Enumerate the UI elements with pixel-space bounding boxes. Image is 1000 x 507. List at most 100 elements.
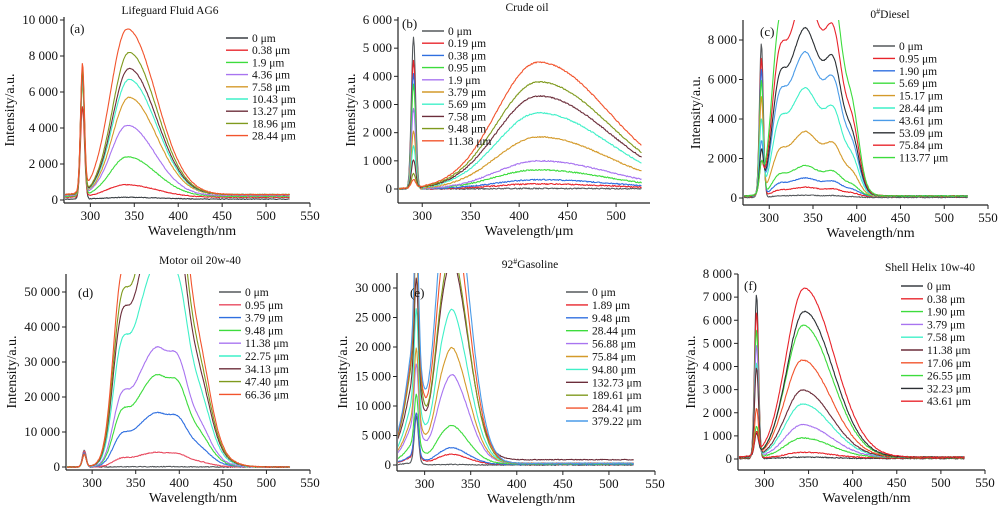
legend-entry: 94.80 μm — [592, 364, 636, 376]
x-tick-label: 350 — [799, 475, 819, 490]
panel-label: (f) — [744, 278, 757, 293]
series-line-e-7 — [398, 273, 634, 461]
y-tick-label: 6 000 — [363, 12, 392, 27]
series-group — [744, 20, 969, 199]
y-axis-label: Intensity/a.u. — [689, 76, 704, 149]
series-line-b-7 — [399, 95, 642, 190]
legend-entry: 0.38 μm — [448, 50, 486, 62]
x-tick-label: 400 — [843, 475, 863, 490]
legend-entry: 17.06 μm — [927, 358, 971, 370]
y-tick-label: 20 000 — [24, 389, 60, 404]
x-tick-label: 550 — [975, 475, 995, 490]
series-group — [739, 287, 965, 460]
series-group — [398, 273, 634, 466]
legend-entry: 26.55 μm — [927, 371, 971, 383]
legend: 0 μm0.19 μm0.38 μm0.95 μm1.9 μm3.79 μm5.… — [422, 26, 491, 148]
series-line-a-2 — [65, 83, 290, 198]
x-tick-label: 300 — [760, 210, 780, 225]
panel-label: (b) — [402, 16, 417, 31]
y-tick-label: 50 000 — [24, 284, 60, 299]
legend-entry: 7.58 μm — [252, 82, 290, 94]
legend-entry: 53.09 μm — [899, 128, 943, 140]
y-tick-label: 5 000 — [363, 40, 392, 55]
y-tick-label: 6 000 — [29, 84, 58, 99]
y-tick-label: 20 000 — [355, 339, 391, 354]
legend-entry: 75.84 μm — [899, 140, 943, 152]
legend-entry: 3.79 μm — [927, 319, 965, 331]
y-tick-label: 10 000 — [24, 424, 60, 439]
series-group — [65, 28, 290, 200]
series-line-a-0 — [65, 71, 290, 200]
series-line-b-3 — [399, 83, 642, 190]
y-axis-label: Intensity/a.u. — [5, 335, 20, 408]
chart-title: Shell Helix 10w-40 — [885, 262, 975, 274]
y-axis-label: Intensity/a.u. — [336, 335, 351, 408]
series-line-b-8 — [399, 81, 642, 190]
legend-entry: 1.9 μm — [448, 75, 480, 87]
legend-entry: 379.22 μm — [592, 416, 642, 428]
legend-entry: 0 μm — [927, 281, 951, 293]
legend-entry: 43.61 μm — [927, 396, 971, 408]
x-tick-label: 300 — [755, 475, 775, 490]
x-tick-label: 300 — [412, 208, 432, 223]
x-tick-label: 400 — [507, 476, 527, 491]
x-tick-label: 300 — [82, 475, 102, 490]
x-tick-label: 500 — [599, 476, 619, 491]
series-line-a-1 — [65, 106, 290, 199]
legend-entry: 0 μm — [245, 287, 269, 299]
chart-title: Motor oil 20w-40 — [159, 255, 241, 267]
y-tick-label: 6 000 — [708, 72, 737, 87]
x-tick-label: 450 — [558, 208, 578, 223]
panel-c: 0 2 000 4 000 6 000 8 000 300 350 400 450 500 550 W… — [689, 7, 998, 241]
legend-entry: 75.84 μm — [592, 352, 636, 364]
y-tick-label: 4 000 — [708, 111, 737, 126]
y-tick-label: 4 000 — [363, 68, 392, 83]
legend-entry: 284.41 μm — [592, 403, 642, 415]
legend-entry: 0.19 μm — [448, 38, 486, 50]
legend-entry: 0.95 μm — [899, 53, 937, 65]
legend-entry: 15.17 μm — [899, 91, 943, 103]
legend-entry: 66.36 μm — [245, 389, 289, 401]
x-tick-label: 400 — [170, 475, 190, 490]
x-tick-label: 550 — [978, 210, 998, 225]
legend-entry: 0.95 μm — [245, 300, 283, 312]
series-line-b-9 — [399, 61, 642, 190]
x-tick-label: 500 — [257, 475, 277, 490]
y-tick-label: 25 000 — [355, 310, 391, 325]
x-tick-label: 500 — [931, 475, 951, 490]
x-axis-label: Wavelength/nm — [826, 226, 914, 241]
y-tick-label: 1 000 — [363, 153, 392, 168]
legend-entry: 43.61 μm — [899, 115, 943, 127]
legend-entry: 1.9 μm — [252, 57, 284, 69]
panel-f: 0 1 000 2 000 3 000 4 000 5 000 6 000 7 000 8 00… — [684, 262, 995, 506]
legend-entry: 9.48 μm — [448, 124, 486, 136]
x-axis-label: Wavelength/nm — [487, 492, 575, 507]
legend-entry: 1.90 μm — [927, 307, 965, 319]
panel-label: (a) — [70, 21, 84, 36]
y-tick-label: 2 000 — [363, 125, 392, 140]
panel-b: 0 1 000 2 000 3 000 4 000 5 000 6 000 300 350 400… — [344, 2, 650, 239]
legend-entry: 47.40 μm — [245, 377, 289, 389]
series-line-e-10 — [398, 273, 634, 465]
series-line-d-8 — [67, 274, 290, 468]
x-tick-label: 550 — [300, 208, 320, 223]
legend-entry: 0 μm — [448, 26, 472, 38]
x-tick-label: 500 — [606, 208, 626, 223]
x-tick-label: 400 — [509, 208, 529, 223]
y-tick-label: 8 000 — [703, 266, 732, 281]
x-tick-label: 400 — [847, 210, 867, 225]
y-tick-label: 0 — [726, 451, 733, 466]
legend-entry: 28.44 μm — [899, 103, 943, 115]
chart-title: Lifeguard Fluid AG6 — [121, 5, 218, 17]
panel-d: 0 10 000 20 000 30 000 40 000 50 000 300 350 400… — [5, 255, 320, 506]
y-tick-label: 0 — [54, 459, 61, 474]
y-tick-label: 8 000 — [29, 48, 58, 63]
chart-title: 0#Diesel — [870, 7, 909, 21]
chart-title: Crude oil — [505, 2, 548, 14]
y-tick-label: 0 — [52, 192, 59, 207]
x-tick-label: 450 — [891, 210, 911, 225]
series-line-a-8 — [65, 28, 290, 196]
